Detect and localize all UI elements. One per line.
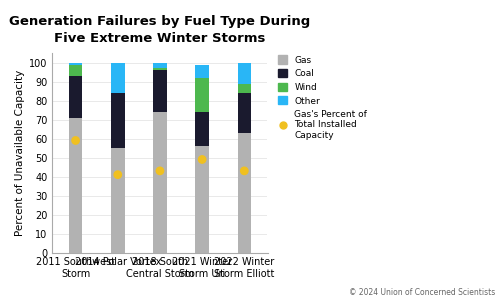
Bar <box>111 63 124 93</box>
Bar <box>69 63 82 64</box>
Point <box>240 169 248 173</box>
Bar <box>69 76 82 118</box>
Bar <box>238 133 251 253</box>
Point <box>114 172 122 177</box>
Bar <box>153 68 166 70</box>
Bar <box>196 64 209 78</box>
Point <box>198 157 206 162</box>
Title: Generation Failures by Fuel Type During
Five Extreme Winter Storms: Generation Failures by Fuel Type During … <box>10 15 310 45</box>
Bar <box>196 112 209 146</box>
Legend: Gas, Coal, Wind, Other, Gas's Percent of
Total Installed
Capacity: Gas, Coal, Wind, Other, Gas's Percent of… <box>276 54 369 142</box>
Text: © 2024 Union of Concerned Scientists: © 2024 Union of Concerned Scientists <box>349 288 495 297</box>
Bar <box>69 118 82 253</box>
Y-axis label: Percent of Unavailable Capacity: Percent of Unavailable Capacity <box>15 70 25 236</box>
Bar <box>153 112 166 253</box>
Bar <box>196 78 209 112</box>
Bar <box>238 83 251 93</box>
Point <box>72 138 80 143</box>
Bar <box>69 64 82 76</box>
Bar <box>111 93 124 148</box>
Bar <box>196 146 209 253</box>
Bar <box>153 70 166 112</box>
Bar <box>111 148 124 253</box>
Point <box>156 169 164 173</box>
Bar <box>153 63 166 68</box>
Bar <box>238 63 251 83</box>
Bar <box>238 93 251 133</box>
